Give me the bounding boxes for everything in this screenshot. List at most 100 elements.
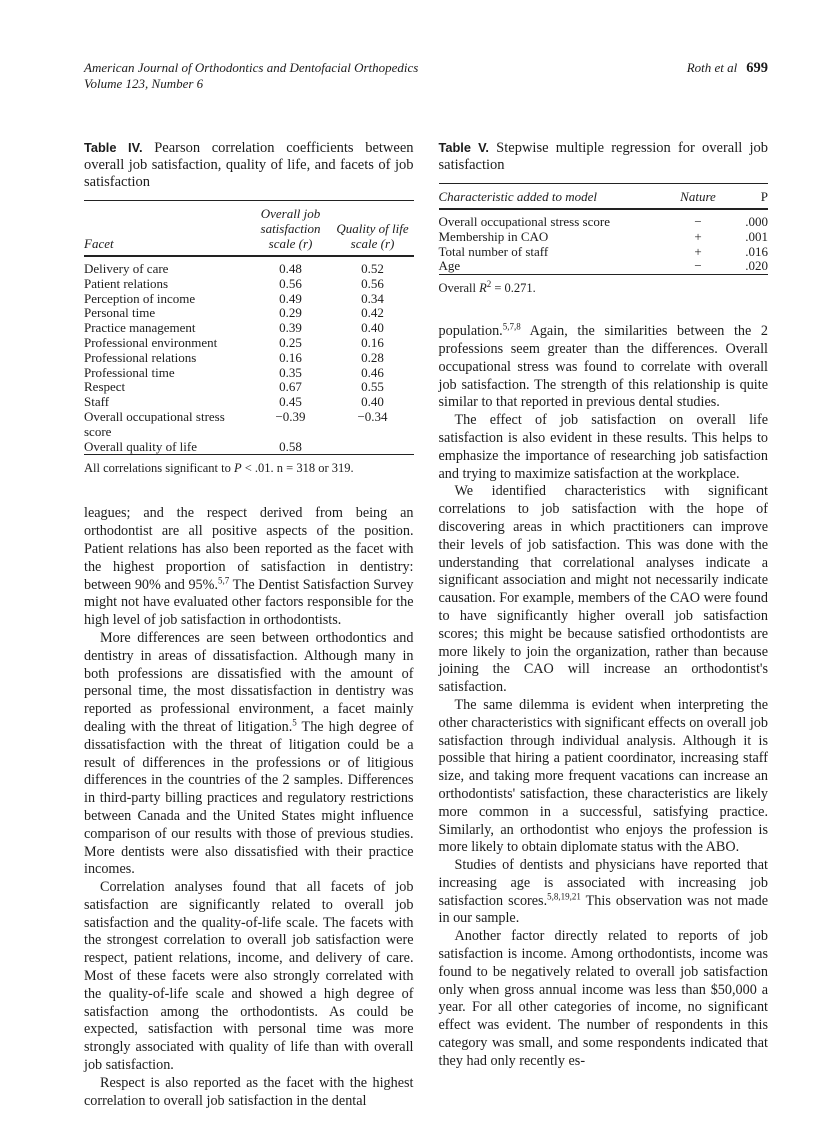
paragraph: We identified characteristics with signi… xyxy=(438,483,769,696)
paragraph: population.5,7,8 Again, the similarities… xyxy=(438,321,769,411)
quality-of-life-value-cell xyxy=(332,440,414,455)
job-satisfaction-value-cell: 0.48 xyxy=(279,261,302,276)
facet-cell: Staff xyxy=(84,394,110,410)
table-row: Membership in CAO + .001 xyxy=(438,228,769,245)
facet-cell: Delivery of care xyxy=(84,261,169,276)
facet-cell: Perception of income xyxy=(84,290,196,306)
paragraph: Respect is also reported as the facet wi… xyxy=(84,1074,414,1109)
paragraph: leagues; and the respect derived from be… xyxy=(84,505,414,629)
paragraph: The effect of job satisfaction on overal… xyxy=(438,412,769,482)
table4-header-qol: Quality of life scale (r) xyxy=(331,200,414,257)
job-satisfaction-value-cell: 0.49 xyxy=(279,290,302,306)
quality-of-life-value-cell: 0.55 xyxy=(361,379,384,395)
table5-head: Characteristic added to model Nature P xyxy=(438,183,768,210)
job-satisfaction-value-cell: 0.58 xyxy=(279,438,302,454)
table5-title: Stepwise multiple regression for overall… xyxy=(438,140,769,173)
table-row: Total number of staff + .016 xyxy=(438,243,769,260)
paragraph: Studies of dentists and physicians have … xyxy=(438,857,769,927)
right-column-text: population.5,7,8 Again, the similarities… xyxy=(438,321,769,1070)
quality-of-life-value-cell: 0.16 xyxy=(361,334,384,350)
job-satisfaction-value-cell: 0.39 xyxy=(279,320,302,336)
table4-caption: Table IV. Pearson correlation coefficien… xyxy=(84,139,414,191)
table4-label: Table IV. xyxy=(84,140,143,155)
p-value-cell: .000 xyxy=(745,214,768,229)
paragraph: Another factor directly related to repor… xyxy=(438,928,769,1069)
table-row: Respect 0.67 0.55 xyxy=(84,380,414,395)
job-satisfaction-value-cell: 0.25 xyxy=(279,334,302,350)
table4-header-facet: Facet xyxy=(84,200,250,257)
paragraph: Correlation analyses found that all face… xyxy=(84,879,414,1074)
table-row: Professional time 0.35 0.46 xyxy=(84,364,414,381)
table-row: Professional environment 0.25 0.16 xyxy=(84,334,414,351)
quality-of-life-value-cell: 0.42 xyxy=(361,305,384,321)
table5-caption: Table V. Stepwise multiple regression fo… xyxy=(439,139,769,174)
quality-of-life-value-cell: 0.40 xyxy=(361,394,384,410)
table-row: Overall quality of life 0.58 xyxy=(84,438,414,455)
paragraph: More differences are seen between orthod… xyxy=(84,629,414,878)
characteristic-cell: Membership in CAO xyxy=(438,228,549,244)
job-satisfaction-value-cell: 0.16 xyxy=(279,349,302,365)
journal-issue: Volume 123, Number 6 xyxy=(84,76,204,91)
quality-of-life-value-cell: 0.56 xyxy=(361,275,384,291)
table-row: Professional relations 0.16 0.28 xyxy=(84,349,414,366)
table4-header-job: Overall job satisfaction scale (r) xyxy=(249,200,332,257)
table5-body: Overall occupational stress score − .000… xyxy=(439,209,769,275)
facet-cell: Personal time xyxy=(84,305,156,321)
left-column: Table IV. Pearson correlation coefficien… xyxy=(84,139,414,1110)
table-row: Personal time 0.29 0.42 xyxy=(84,306,414,321)
table-row: Staff 0.45 0.40 xyxy=(84,394,414,410)
table4-title: Pearson correlation coefficients between… xyxy=(84,140,414,190)
table4-head: Facet Overall job satisfaction scale (r)… xyxy=(84,200,414,257)
facet-cell: Patient relations xyxy=(84,275,169,291)
running-header: American Journal of Orthodontics and Den… xyxy=(84,60,768,92)
quality-of-life-value-cell: 0.46 xyxy=(361,364,384,380)
job-satisfaction-value-cell: 0.29 xyxy=(279,305,302,321)
table-row: Practice management 0.39 0.40 xyxy=(84,320,414,336)
table5-header-row: Characteristic added to model Nature P xyxy=(438,183,768,210)
job-satisfaction-value-cell: 0.67 xyxy=(279,379,302,395)
quality-of-life-value-cell: −0.34 xyxy=(357,408,388,424)
quality-of-life-value-cell: 0.34 xyxy=(361,290,384,306)
table-row: Overall occupational stress score −0.39 … xyxy=(84,408,414,440)
nature-cell: + xyxy=(694,228,702,244)
page-number: 699 xyxy=(746,60,768,76)
running-header-right: Roth et al 699 xyxy=(687,60,768,76)
table-row: Overall occupational stress score − .000 xyxy=(439,209,769,230)
table-row: Delivery of care 0.48 0.52 xyxy=(84,256,414,277)
table-row: Perception of income 0.49 0.34 xyxy=(84,290,414,307)
left-column-text: leagues; and the respect derived from be… xyxy=(84,505,414,1110)
facet-cell: Respect xyxy=(84,379,126,395)
nature-cell: − xyxy=(694,258,702,274)
table4-body: Delivery of care 0.48 0.52 Patient relat… xyxy=(84,256,414,455)
nature-cell: − xyxy=(694,214,702,229)
facet-cell: Professional time xyxy=(84,364,175,380)
table4-footnote: All correlations significant to P < .01.… xyxy=(84,461,354,476)
two-column-body: Table IV. Pearson correlation coefficien… xyxy=(84,139,768,1110)
table5-header-nature: Nature xyxy=(657,183,739,210)
quality-of-life-value-cell: 0.52 xyxy=(361,261,384,276)
characteristic-cell: Overall occupational stress score xyxy=(438,214,610,229)
job-satisfaction-value-cell: 0.35 xyxy=(279,364,302,380)
facet-cell: Professional environment xyxy=(84,334,218,350)
running-authors: Roth et al xyxy=(686,60,738,75)
table5-footnote: Overall R2 = 0.271. xyxy=(438,279,536,296)
p-value-cell: .001 xyxy=(745,228,768,244)
job-satisfaction-value-cell: −0.39 xyxy=(275,408,306,424)
p-value-cell: .020 xyxy=(745,258,768,274)
right-column: Table V. Stepwise multiple regression fo… xyxy=(438,139,769,1110)
table5-header-p: P xyxy=(739,183,768,210)
table5-header-characteristic: Characteristic added to model xyxy=(438,183,657,210)
journal-title: American Journal of Orthodontics and Den… xyxy=(84,60,419,75)
quality-of-life-value-cell: 0.40 xyxy=(361,320,384,336)
table5-label: Table V. xyxy=(438,140,490,155)
p-value-cell: .016 xyxy=(745,243,768,259)
paragraph: The same dilemma is evident when interpr… xyxy=(438,696,769,856)
characteristic-cell: Total number of staff xyxy=(438,243,549,259)
table4: Facet Overall job satisfaction scale (r)… xyxy=(84,200,414,456)
table4-header-row: Facet Overall job satisfaction scale (r)… xyxy=(84,200,414,257)
facet-cell: Overall quality of life xyxy=(84,438,197,454)
running-header-left: American Journal of Orthodontics and Den… xyxy=(84,60,418,92)
page-content: American Journal of Orthodontics and Den… xyxy=(84,60,768,1110)
facet-cell: Practice management xyxy=(84,320,196,336)
